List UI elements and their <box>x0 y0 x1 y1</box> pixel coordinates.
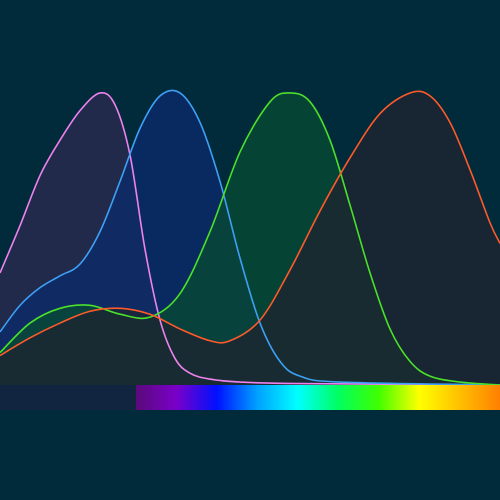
series-1-line <box>0 91 500 386</box>
series-2-line <box>0 89 500 386</box>
series-fills <box>0 90 500 386</box>
series-lines <box>0 89 500 386</box>
series-4-line <box>0 90 500 357</box>
spectrum-bar-dark-segment <box>0 385 136 410</box>
series-4-area <box>0 91 500 386</box>
series-3-line <box>0 92 500 386</box>
spectrum-bar <box>136 385 500 410</box>
